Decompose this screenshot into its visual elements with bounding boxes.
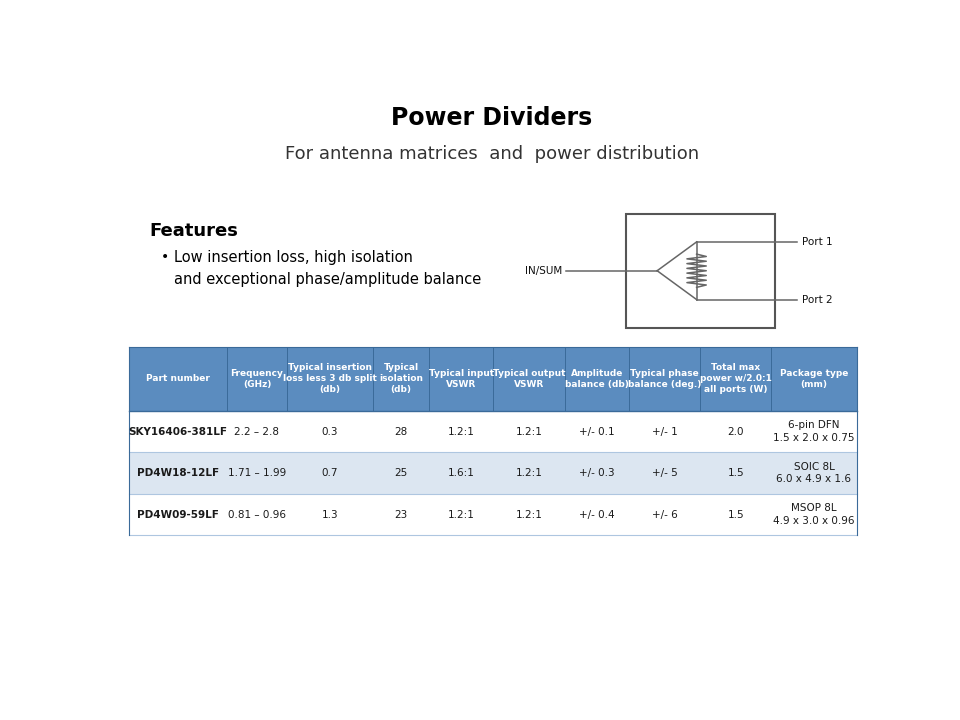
Text: 23: 23: [395, 510, 408, 520]
Text: 1.2:1: 1.2:1: [448, 426, 475, 436]
Text: Package type
(mm): Package type (mm): [780, 369, 849, 389]
Text: Power Dividers: Power Dividers: [392, 106, 592, 130]
Text: 1.71 – 1.99: 1.71 – 1.99: [228, 468, 286, 478]
Bar: [129, 347, 856, 410]
Text: 1.2:1: 1.2:1: [516, 426, 542, 436]
Text: 28: 28: [395, 426, 408, 436]
Text: 1.6:1: 1.6:1: [448, 468, 475, 478]
Text: 25: 25: [395, 468, 408, 478]
Text: Amplitude
balance (db): Amplitude balance (db): [564, 369, 629, 389]
Text: Part number: Part number: [146, 374, 210, 383]
Text: 2.0: 2.0: [728, 426, 744, 436]
Text: PD4W09-59LF: PD4W09-59LF: [137, 510, 219, 520]
Text: SKY16406-381LF: SKY16406-381LF: [129, 426, 228, 436]
Text: +/- 0.4: +/- 0.4: [579, 510, 614, 520]
Text: 2.2 – 2.8: 2.2 – 2.8: [234, 426, 279, 436]
Bar: [129, 452, 856, 494]
Text: IN/SUM: IN/SUM: [525, 266, 563, 276]
Text: Port 1: Port 1: [802, 237, 832, 247]
Text: Typical input
VSWR: Typical input VSWR: [429, 369, 494, 389]
Text: +/- 6: +/- 6: [652, 510, 678, 520]
Text: Frequency
(GHz): Frequency (GHz): [230, 369, 283, 389]
Text: Port 2: Port 2: [802, 294, 832, 305]
Text: Low insertion loss, high isolation
and exceptional phase/amplitude balance: Low insertion loss, high isolation and e…: [174, 250, 481, 287]
Bar: [129, 494, 856, 536]
Text: +/- 0.3: +/- 0.3: [579, 468, 614, 478]
Text: 6-pin DFN
1.5 x 2.0 x 0.75: 6-pin DFN 1.5 x 2.0 x 0.75: [773, 420, 854, 443]
Text: 0.81 – 0.96: 0.81 – 0.96: [228, 510, 286, 520]
Text: 1.5: 1.5: [728, 468, 744, 478]
Text: 1.2:1: 1.2:1: [516, 510, 542, 520]
Text: 1.2:1: 1.2:1: [516, 468, 542, 478]
Text: 1.2:1: 1.2:1: [448, 510, 475, 520]
Text: +/- 1: +/- 1: [652, 426, 678, 436]
Bar: [129, 410, 856, 452]
Text: +/- 0.1: +/- 0.1: [579, 426, 614, 436]
Text: Features: Features: [150, 222, 239, 240]
Text: Typical phase
balance (deg.): Typical phase balance (deg.): [628, 369, 701, 389]
Text: MSOP 8L
4.9 x 3.0 x 0.96: MSOP 8L 4.9 x 3.0 x 0.96: [773, 503, 854, 526]
Text: 0.7: 0.7: [322, 468, 338, 478]
Text: +/- 5: +/- 5: [652, 468, 678, 478]
Text: 1.5: 1.5: [728, 510, 744, 520]
Text: Typical output
VSWR: Typical output VSWR: [492, 369, 565, 389]
Text: Typical
isolation
(db): Typical isolation (db): [379, 364, 423, 395]
Text: •: •: [161, 250, 169, 264]
Text: Total max
power w/2.0:1
all ports (W): Total max power w/2.0:1 all ports (W): [700, 364, 772, 395]
Text: PD4W18-12LF: PD4W18-12LF: [137, 468, 219, 478]
Bar: [626, 214, 775, 328]
Text: For antenna matrices  and  power distribution: For antenna matrices and power distribut…: [285, 145, 699, 163]
Text: Typical insertion
loss less 3 db split
(db): Typical insertion loss less 3 db split (…: [283, 364, 376, 395]
Text: SOIC 8L
6.0 x 4.9 x 1.6: SOIC 8L 6.0 x 4.9 x 1.6: [777, 462, 852, 485]
Text: 1.3: 1.3: [322, 510, 338, 520]
Text: 0.3: 0.3: [322, 426, 338, 436]
